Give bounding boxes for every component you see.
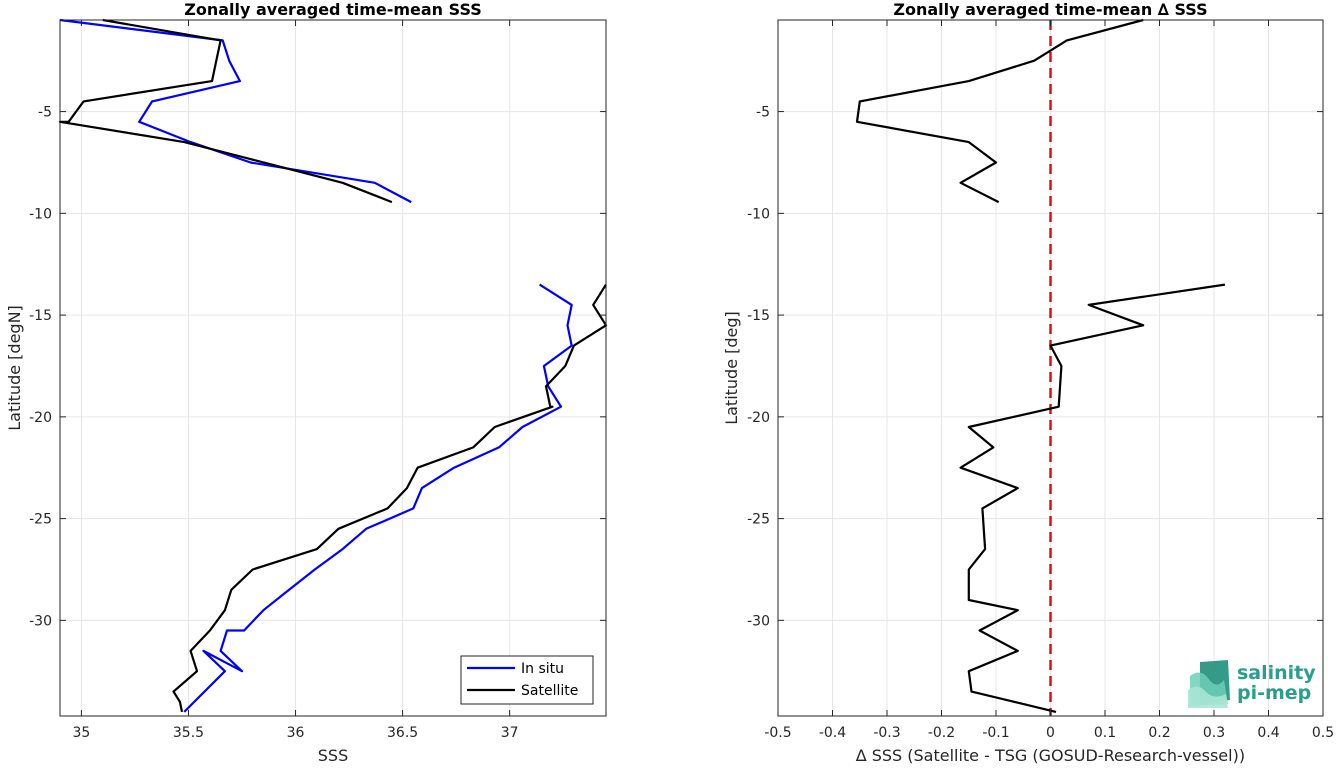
series-line-delta-sss <box>959 283 1226 713</box>
x-tick-label: -0.1 <box>982 725 1009 741</box>
legend-label-satellite: Satellite <box>521 683 578 699</box>
x-tick-label: 37 <box>501 725 519 741</box>
y-tick-label: -15 <box>29 308 52 324</box>
y-axis-label-left: Latitude [degN] <box>5 305 24 431</box>
x-tick-label: -0.4 <box>819 725 846 741</box>
series-line-in-situ <box>59 18 412 204</box>
x-axis-label-left: SSS <box>318 746 348 765</box>
y-axis-label-right: Latitude [deg] <box>722 311 741 425</box>
ticks-right: -0.5 -0.4 -0.3 -0.2 -0.1 0 0.1 0.2 0.3 0.4 0.5 -5 -1… <box>747 20 1334 741</box>
x-tick-label: 36 <box>287 725 305 741</box>
chart-title-right: Zonally averaged time-mean ∆ SSS <box>893 0 1207 19</box>
series-line-satellite <box>58 18 393 204</box>
x-tick-label: 0 <box>1046 725 1055 741</box>
grid-left <box>60 20 606 716</box>
series-group-left <box>58 18 608 713</box>
y-tick-label: -20 <box>29 410 52 426</box>
chart-left: 35 35.5 36 36.5 37 -5 -10 -15 -20 -25 -30 Zonally … <box>5 0 608 765</box>
y-tick-label: -30 <box>747 613 770 629</box>
y-tick-label: -10 <box>29 206 52 222</box>
series-line-in-situ <box>183 283 573 713</box>
logo-text-salinity: salinity <box>1237 662 1316 684</box>
x-tick-label: 0.5 <box>1312 725 1334 741</box>
x-tick-label: 0.4 <box>1257 725 1279 741</box>
logo-wave-icon <box>1188 660 1230 708</box>
y-tick-label: -10 <box>747 206 770 222</box>
x-tick-label: 0.2 <box>1148 725 1170 741</box>
legend-label-in-situ: In situ <box>521 661 564 677</box>
x-tick-label: -0.5 <box>764 725 791 741</box>
x-tick-label: 35.5 <box>173 725 204 741</box>
ticks-left: 35 35.5 36 36.5 37 -5 -10 -15 -20 -25 -30 <box>29 20 606 741</box>
x-tick-label: 36.5 <box>387 725 418 741</box>
x-axis-label-right: ∆ SSS (Satellite - TSG (GOSUD-Research-v… <box>855 746 1245 765</box>
series-line-satellite <box>172 284 608 713</box>
y-tick-label: -5 <box>756 105 770 121</box>
chart-right: -0.5 -0.4 -0.3 -0.2 -0.1 0 0.1 0.2 0.3 0.4 0.5 -5 -1… <box>722 0 1334 765</box>
y-tick-label: -20 <box>747 410 770 426</box>
logo-text-pi-mep: pi-mep <box>1237 682 1311 704</box>
y-tick-label: -15 <box>747 308 770 324</box>
legend-box <box>460 655 594 705</box>
axes-frame-left <box>59 19 607 717</box>
series-group-right <box>855 18 1226 713</box>
chart-title-left: Zonally averaged time-mean SSS <box>184 0 482 19</box>
x-tick-label: -0.2 <box>928 725 955 741</box>
plot-area-left <box>60 20 606 716</box>
y-tick-label: -5 <box>38 105 52 121</box>
x-tick-label: 0.1 <box>1094 725 1116 741</box>
x-tick-label: 0.3 <box>1203 725 1225 741</box>
x-tick-label: 35 <box>72 725 90 741</box>
salinity-pi-mep-logo: salinity pi-mep <box>1188 660 1316 708</box>
y-tick-label: -25 <box>29 512 52 528</box>
series-line-delta-sss <box>855 18 1144 204</box>
y-tick-label: -30 <box>29 613 52 629</box>
x-tick-label: -0.3 <box>873 725 900 741</box>
legend: In situ Satellite <box>460 655 594 705</box>
y-tick-label: -25 <box>747 512 770 528</box>
